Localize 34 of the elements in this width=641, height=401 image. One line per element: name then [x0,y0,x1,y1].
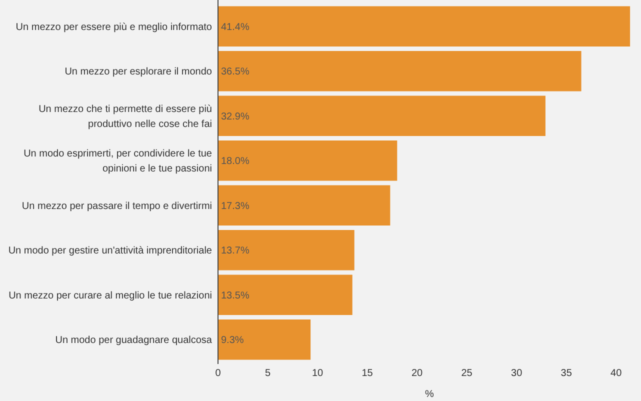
bar [218,185,390,226]
data-label: 17.3% [221,200,250,212]
x-tick-label: 25 [461,368,473,379]
bar [218,319,311,360]
x-axis-title: % [425,389,434,400]
x-tick-label: 35 [560,368,572,379]
x-tick-label: 20 [411,368,424,379]
x-tick-label: 40 [610,368,622,379]
data-label: 32.9% [221,111,250,122]
data-label: 9.3% [221,335,244,346]
data-label: 18.0% [221,156,250,168]
data-label: 13.7% [221,246,250,257]
bar [218,230,354,270]
y-tick-label: Un mezzo per essere più e meglio informato [16,22,212,33]
y-tick-label: Un mezzo che ti permette di essere più produttivo nelle cose che fai [38,104,212,130]
y-tick-label: Un mezzo per curare al meglio le tue relazioni [8,290,212,302]
x-tick-label: 15 [362,368,374,379]
y-tick-label: Un modo per guadagnare qualcosa [55,335,212,346]
x-tick-label: 10 [312,368,324,379]
bar [218,6,630,47]
bar [218,274,352,316]
data-label: 36.5% [221,66,250,78]
x-tick-label: 30 [511,368,523,379]
y-tick-label: Un modo per gestire un'attività imprenditoriale [8,246,212,257]
y-tick-label: Un mezzo per esplorare il mondo [64,66,212,78]
data-label: 41.4% [221,22,250,33]
bar [218,140,398,181]
bar [218,96,546,136]
x-tick-label: 5 [264,368,271,379]
y-tick-label: Un mezzo per passare il tempo e divertirmi [22,200,212,212]
x-tick-label: 0 [215,368,222,379]
data-label: 13.5% [221,290,250,302]
y-tick-label: Un modo esprimerti, per condividere le tue opinioni e le tue passioni [24,148,212,175]
bar [218,50,582,92]
